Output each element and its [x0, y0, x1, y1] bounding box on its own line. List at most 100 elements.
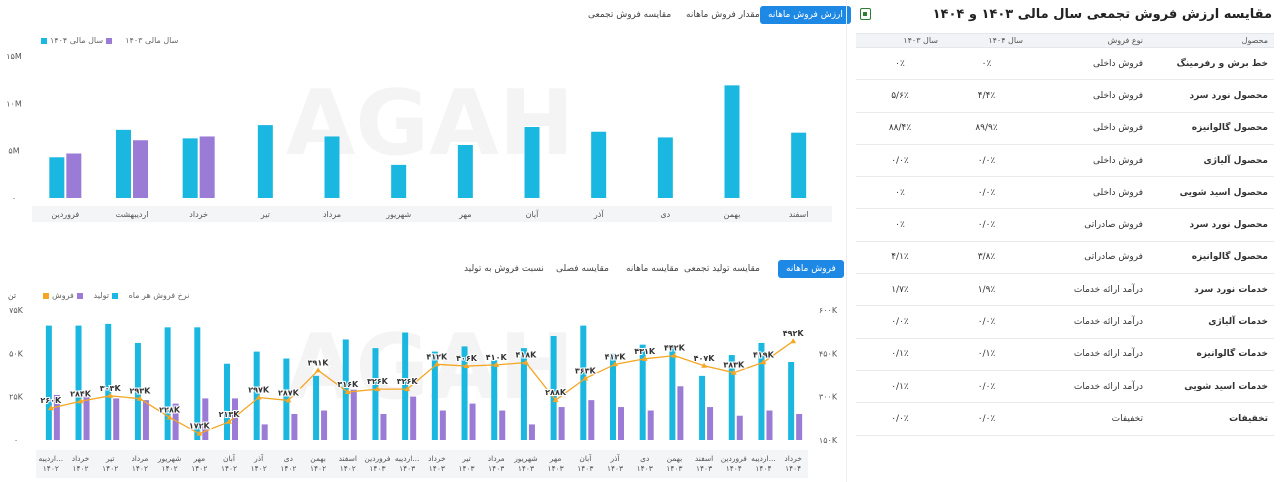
bar-sales[interactable]	[291, 414, 298, 440]
tab-monthly-sales[interactable]: فروش ماهانه	[778, 260, 844, 278]
tab-monthly-sales-value[interactable]: ارزش فروش ماهانه	[760, 6, 851, 24]
rate-point-marker[interactable]	[285, 397, 292, 403]
rate-point-marker[interactable]	[77, 398, 84, 404]
rate-point-marker[interactable]	[493, 361, 500, 367]
bar-production[interactable]	[728, 355, 735, 440]
bar-1403[interactable]	[257, 125, 273, 198]
bar-sales[interactable]	[410, 396, 417, 440]
bar-1404[interactable]	[199, 136, 215, 198]
bar-sales[interactable]	[528, 424, 535, 440]
bar-sales[interactable]	[321, 410, 328, 440]
bar-sales[interactable]	[142, 400, 149, 440]
tab-monthly-sales-quantity[interactable]: مقدار فروش ماهانه	[686, 10, 760, 20]
bar-sales[interactable]	[172, 403, 179, 440]
bar-1403[interactable]	[791, 132, 807, 198]
bar-production[interactable]	[520, 348, 527, 440]
bar-production[interactable]	[431, 351, 438, 440]
bar-sales[interactable]	[707, 407, 714, 440]
bar-sales[interactable]	[350, 389, 357, 440]
bar-production[interactable]	[550, 336, 557, 440]
bar-1403[interactable]	[116, 129, 131, 198]
rate-point-marker[interactable]	[552, 397, 559, 403]
bar-sales[interactable]	[558, 407, 565, 440]
rate-point-marker[interactable]	[641, 355, 648, 361]
bar-production[interactable]	[105, 323, 112, 440]
bar-sales[interactable]	[766, 410, 773, 440]
rate-point-marker[interactable]	[612, 361, 618, 367]
rate-point-marker[interactable]	[463, 363, 470, 369]
bar-sales[interactable]	[499, 410, 506, 440]
legend-item-1403[interactable]: سال مالی ۱۴۰۳	[38, 36, 178, 45]
bar-production[interactable]	[699, 375, 706, 440]
rate-point-marker[interactable]	[701, 362, 708, 368]
bar-1403[interactable]	[457, 144, 473, 198]
bar-sales[interactable]	[588, 400, 595, 440]
bar-1404[interactable]	[66, 153, 82, 198]
bar-sales[interactable]	[647, 410, 654, 440]
rate-point-marker[interactable]	[730, 369, 737, 375]
rate-point-marker[interactable]	[790, 338, 797, 344]
legend-item-sales[interactable]: فروش	[52, 291, 86, 300]
rate-point-marker[interactable]	[374, 386, 381, 392]
bar-sales[interactable]	[736, 415, 743, 440]
legend-item-1404[interactable]: سال مالی ۱۴۰۴	[50, 36, 115, 45]
bar-production[interactable]	[313, 375, 320, 440]
bar-sales[interactable]	[261, 424, 268, 440]
bar-1403[interactable]	[49, 157, 65, 198]
bar-production[interactable]	[402, 332, 409, 440]
legend-item-rate[interactable]: نرخ فروش هر ماه	[40, 291, 189, 300]
bar-production[interactable]	[758, 342, 765, 440]
rate-point-marker[interactable]	[582, 375, 589, 381]
bar-sales[interactable]	[439, 410, 446, 440]
bar-production[interactable]	[461, 346, 468, 440]
rate-point-marker[interactable]	[522, 359, 529, 365]
bar-production[interactable]	[194, 327, 201, 440]
tab-cumulative-production[interactable]: مقایسه تولید تجمعی	[684, 264, 760, 274]
bar-1403[interactable]	[324, 136, 340, 198]
bar-1403[interactable]	[524, 127, 540, 198]
bar-production[interactable]	[639, 344, 646, 440]
rate-point-marker[interactable]	[226, 418, 232, 424]
bar-sales[interactable]	[53, 394, 60, 440]
bar-production[interactable]	[253, 351, 260, 440]
tab-sales-to-production[interactable]: نسبت فروش به تولید	[464, 264, 544, 274]
bar-production[interactable]	[580, 325, 587, 440]
bar-production[interactable]	[75, 325, 82, 440]
bar-production[interactable]	[491, 360, 498, 440]
bar-production[interactable]	[134, 342, 141, 440]
excel-export-icon[interactable]	[860, 8, 871, 20]
tab-monthly-comparison[interactable]: مقایسه ماهانه	[626, 264, 679, 274]
tab-seasonal-comparison[interactable]: مقایسه فصلی	[556, 264, 609, 274]
tab-cumulative-sales-comparison[interactable]: مقایسه فروش تجمعی	[588, 10, 672, 20]
bar-sales[interactable]	[113, 398, 120, 440]
bar-1403[interactable]	[657, 137, 673, 198]
bar-sales[interactable]	[202, 398, 209, 440]
bar-production[interactable]	[610, 353, 616, 440]
rate-point-marker[interactable]	[255, 394, 262, 400]
rate-point-marker[interactable]	[107, 392, 114, 398]
bar-production[interactable]	[669, 348, 676, 440]
bar-production[interactable]	[788, 362, 795, 440]
rate-point-marker[interactable]	[47, 405, 54, 411]
legend-item-production[interactable]: تولید	[94, 291, 121, 300]
bar-sales[interactable]	[83, 396, 90, 440]
bar-production[interactable]	[372, 348, 379, 440]
rate-point-marker[interactable]	[136, 395, 143, 401]
bar-sales[interactable]	[677, 386, 684, 440]
rate-point-marker[interactable]	[315, 367, 322, 373]
bar-1403[interactable]	[391, 164, 407, 198]
rate-point-marker[interactable]	[166, 414, 173, 420]
bar-1403[interactable]	[591, 131, 607, 198]
rate-point-marker[interactable]	[404, 386, 411, 392]
bar-1404[interactable]	[133, 140, 148, 198]
bar-sales[interactable]	[232, 398, 238, 440]
bar-sales[interactable]	[380, 414, 387, 440]
rate-point-marker[interactable]	[671, 352, 678, 358]
bar-1403[interactable]	[182, 138, 198, 198]
rate-point-marker[interactable]	[344, 389, 351, 395]
bar-production[interactable]	[342, 339, 349, 440]
bar-1403[interactable]	[724, 85, 740, 198]
bar-sales[interactable]	[618, 407, 624, 440]
bar-production[interactable]	[164, 327, 171, 440]
rate-point-marker[interactable]	[433, 361, 440, 367]
